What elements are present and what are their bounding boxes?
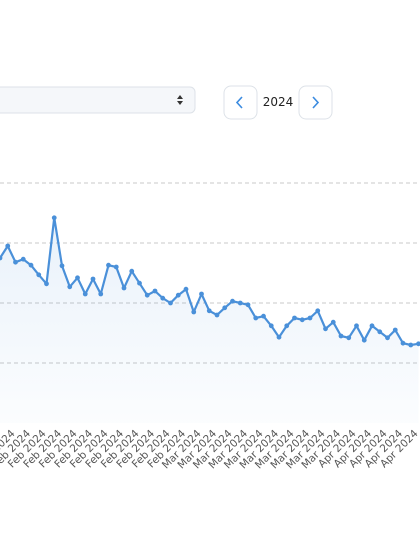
point xyxy=(129,268,135,274)
point xyxy=(385,335,390,341)
point xyxy=(20,256,26,262)
point xyxy=(152,288,158,294)
point xyxy=(392,327,398,333)
point xyxy=(75,275,80,281)
month-select[interactable] xyxy=(0,86,196,114)
chevron-right xyxy=(312,96,320,109)
point xyxy=(206,308,212,314)
point xyxy=(144,292,150,298)
point xyxy=(338,333,344,339)
point xyxy=(106,262,111,268)
point xyxy=(90,276,96,282)
point xyxy=(307,315,313,321)
point xyxy=(400,340,406,346)
point xyxy=(268,323,274,329)
select-arrow xyxy=(177,95,183,105)
point xyxy=(253,315,259,321)
point xyxy=(0,255,3,261)
point xyxy=(67,284,73,290)
point xyxy=(28,262,34,268)
point xyxy=(183,286,189,292)
point xyxy=(121,285,127,291)
point xyxy=(299,317,305,323)
point xyxy=(369,323,375,329)
point xyxy=(175,292,181,298)
point xyxy=(98,291,104,297)
point xyxy=(13,259,18,265)
point xyxy=(191,309,197,315)
year-label: 2024 xyxy=(263,95,294,109)
point xyxy=(5,243,11,249)
point xyxy=(284,323,290,329)
point xyxy=(315,308,321,314)
area xyxy=(0,217,419,423)
next-button[interactable] xyxy=(298,85,333,120)
point xyxy=(237,300,243,306)
point xyxy=(377,329,383,335)
point xyxy=(36,272,42,278)
point xyxy=(261,313,266,319)
point xyxy=(51,215,57,221)
button-box[interactable] xyxy=(298,85,333,120)
point xyxy=(292,315,297,321)
point xyxy=(230,298,235,304)
point xyxy=(168,300,173,306)
point xyxy=(323,326,328,332)
point xyxy=(361,337,367,343)
point xyxy=(214,312,220,318)
point xyxy=(245,302,251,308)
select-box[interactable] xyxy=(0,86,196,114)
point xyxy=(199,291,204,297)
point xyxy=(113,264,119,270)
point xyxy=(346,335,352,341)
point xyxy=(408,342,414,348)
point xyxy=(44,281,49,287)
point xyxy=(222,305,228,311)
point xyxy=(416,341,420,347)
chevron-left xyxy=(235,96,243,109)
point xyxy=(276,334,282,340)
button-box[interactable] xyxy=(223,85,258,120)
prev-button[interactable] xyxy=(223,85,258,120)
point xyxy=(330,319,336,325)
point xyxy=(160,295,166,301)
point xyxy=(354,323,359,329)
point xyxy=(82,291,88,297)
point xyxy=(59,263,65,269)
point xyxy=(137,280,142,286)
